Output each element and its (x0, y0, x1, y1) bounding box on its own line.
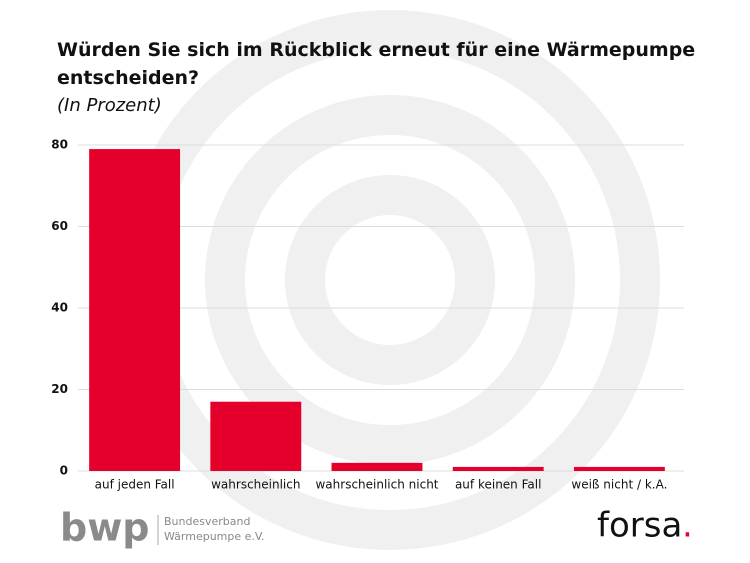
forsa-text: forsa (597, 506, 682, 546)
x-tick-label: auf jeden Fall (95, 478, 175, 492)
forsa-dot: . (682, 506, 693, 546)
y-tick-label: 20 (51, 382, 68, 396)
y-tick-label: 40 (51, 301, 68, 315)
x-tick-label: auf keinen Fall (455, 478, 541, 492)
chart-title: Würden Sie sich im Rückblick erneut für … (57, 39, 696, 89)
bar (210, 401, 302, 471)
bwp-line2: Wärmepumpe e.V. (164, 530, 265, 543)
bar (452, 466, 544, 471)
bwp-mark: bwp (60, 506, 150, 550)
bwp-line1: Bundesverband (164, 515, 250, 528)
bar (331, 462, 423, 471)
x-tick-label: wahrscheinlich nicht (315, 478, 438, 492)
chart-subtitle: (In Prozent) (57, 95, 162, 116)
forsa-logo: forsa . (597, 506, 693, 546)
bwp-logo: bwp Bundesverband Wärmepumpe e.V. (60, 506, 265, 550)
x-tick-label: wahrscheinlich (211, 478, 300, 492)
y-tick-label: 60 (51, 219, 68, 233)
y-tick-label: 0 (60, 464, 68, 478)
bar (89, 149, 181, 471)
x-tick-label: weiß nicht / k.A. (571, 478, 667, 492)
y-tick-label: 80 (51, 138, 68, 152)
bar (573, 466, 665, 471)
